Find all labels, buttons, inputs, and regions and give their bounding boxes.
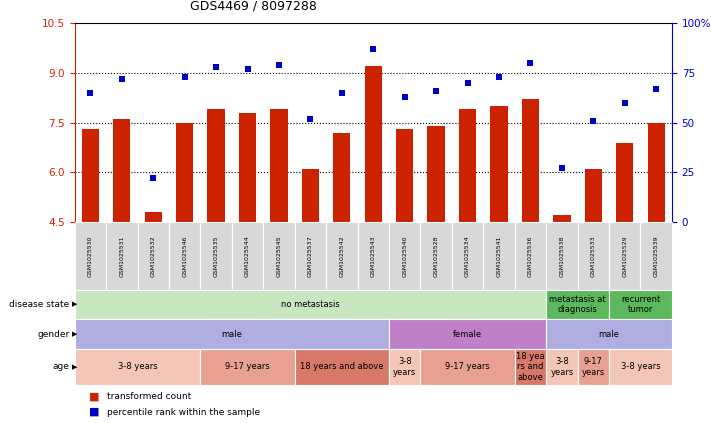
Bar <box>584 169 602 222</box>
Text: GSM1025538: GSM1025538 <box>560 235 565 277</box>
Text: metastasis at
diagnosis: metastasis at diagnosis <box>550 295 606 314</box>
Point <box>116 76 127 82</box>
Point <box>430 88 442 94</box>
Bar <box>616 143 634 222</box>
Bar <box>208 110 225 222</box>
Text: 9-17 years: 9-17 years <box>225 363 270 371</box>
Point <box>85 90 96 96</box>
Point <box>651 85 662 92</box>
Text: 18 years and above: 18 years and above <box>300 363 384 371</box>
Text: GSM1025529: GSM1025529 <box>622 235 627 277</box>
Text: transformed count: transformed count <box>107 392 191 401</box>
Text: recurrent
tumor: recurrent tumor <box>621 295 660 314</box>
Bar <box>301 169 319 222</box>
Point <box>493 74 505 80</box>
Bar <box>333 133 351 222</box>
Point <box>273 62 284 69</box>
Bar <box>270 110 288 222</box>
Point <box>462 80 474 86</box>
Point <box>587 117 599 124</box>
Text: disease state: disease state <box>9 300 70 309</box>
Text: 9-17 years: 9-17 years <box>445 363 490 371</box>
Bar <box>396 129 413 222</box>
Text: 18 yea
rs and
above: 18 yea rs and above <box>516 352 545 382</box>
Bar <box>144 212 162 222</box>
Text: 3-8 years: 3-8 years <box>621 363 661 371</box>
Bar <box>427 126 445 222</box>
Bar <box>113 119 130 222</box>
Point <box>556 165 567 172</box>
Text: 3-8
years: 3-8 years <box>393 357 417 376</box>
Text: GSM1025543: GSM1025543 <box>370 235 376 277</box>
Bar <box>365 66 382 222</box>
Text: ■: ■ <box>89 392 100 402</box>
Text: GSM1025535: GSM1025535 <box>213 235 218 277</box>
Text: GSM1025541: GSM1025541 <box>496 235 501 277</box>
Text: GSM1025540: GSM1025540 <box>402 235 407 277</box>
Bar <box>553 215 570 222</box>
Bar <box>176 123 193 222</box>
Bar <box>459 110 476 222</box>
Text: ▶: ▶ <box>72 364 77 370</box>
Point <box>305 115 316 122</box>
Text: GSM1025534: GSM1025534 <box>465 235 470 277</box>
Text: no metastasis: no metastasis <box>281 300 340 309</box>
Point <box>210 63 222 70</box>
Text: ▶: ▶ <box>72 302 77 308</box>
Text: gender: gender <box>38 330 70 339</box>
Text: ■: ■ <box>89 407 100 417</box>
Bar <box>648 123 665 222</box>
Text: male: male <box>221 330 242 339</box>
Text: GSM1025533: GSM1025533 <box>591 235 596 277</box>
Text: 9-17
years: 9-17 years <box>582 357 605 376</box>
Text: GSM1025532: GSM1025532 <box>151 235 156 277</box>
Text: male: male <box>599 330 619 339</box>
Text: GSM1025531: GSM1025531 <box>119 235 124 277</box>
Bar <box>82 129 99 222</box>
Point <box>148 175 159 182</box>
Text: percentile rank within the sample: percentile rank within the sample <box>107 407 260 417</box>
Text: age: age <box>53 363 70 371</box>
Point <box>368 46 379 52</box>
Text: GSM1025545: GSM1025545 <box>277 235 282 277</box>
Text: female: female <box>453 330 482 339</box>
Point <box>399 93 410 100</box>
Text: GSM1025530: GSM1025530 <box>88 235 93 277</box>
Point <box>242 66 253 72</box>
Bar <box>239 113 256 222</box>
Text: GSM1025539: GSM1025539 <box>653 235 658 277</box>
Text: GSM1025537: GSM1025537 <box>308 235 313 277</box>
Point <box>336 90 348 96</box>
Bar <box>522 99 539 222</box>
Text: GSM1025546: GSM1025546 <box>182 235 187 277</box>
Text: GDS4469 / 8097288: GDS4469 / 8097288 <box>191 0 317 13</box>
Text: GSM1025536: GSM1025536 <box>528 235 533 277</box>
Text: 3-8
years: 3-8 years <box>550 357 574 376</box>
Point <box>179 74 191 80</box>
Text: GSM1025544: GSM1025544 <box>245 235 250 277</box>
Text: 3-8 years: 3-8 years <box>118 363 157 371</box>
Point <box>525 60 536 66</box>
Bar <box>491 106 508 222</box>
Text: ▶: ▶ <box>72 331 77 337</box>
Point <box>619 99 631 106</box>
Text: GSM1025528: GSM1025528 <box>434 235 439 277</box>
Text: GSM1025542: GSM1025542 <box>339 235 344 277</box>
